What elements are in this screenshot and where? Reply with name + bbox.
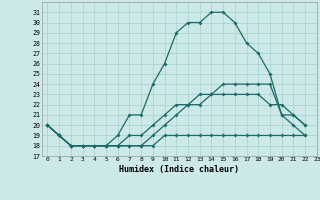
- X-axis label: Humidex (Indice chaleur): Humidex (Indice chaleur): [119, 165, 239, 174]
